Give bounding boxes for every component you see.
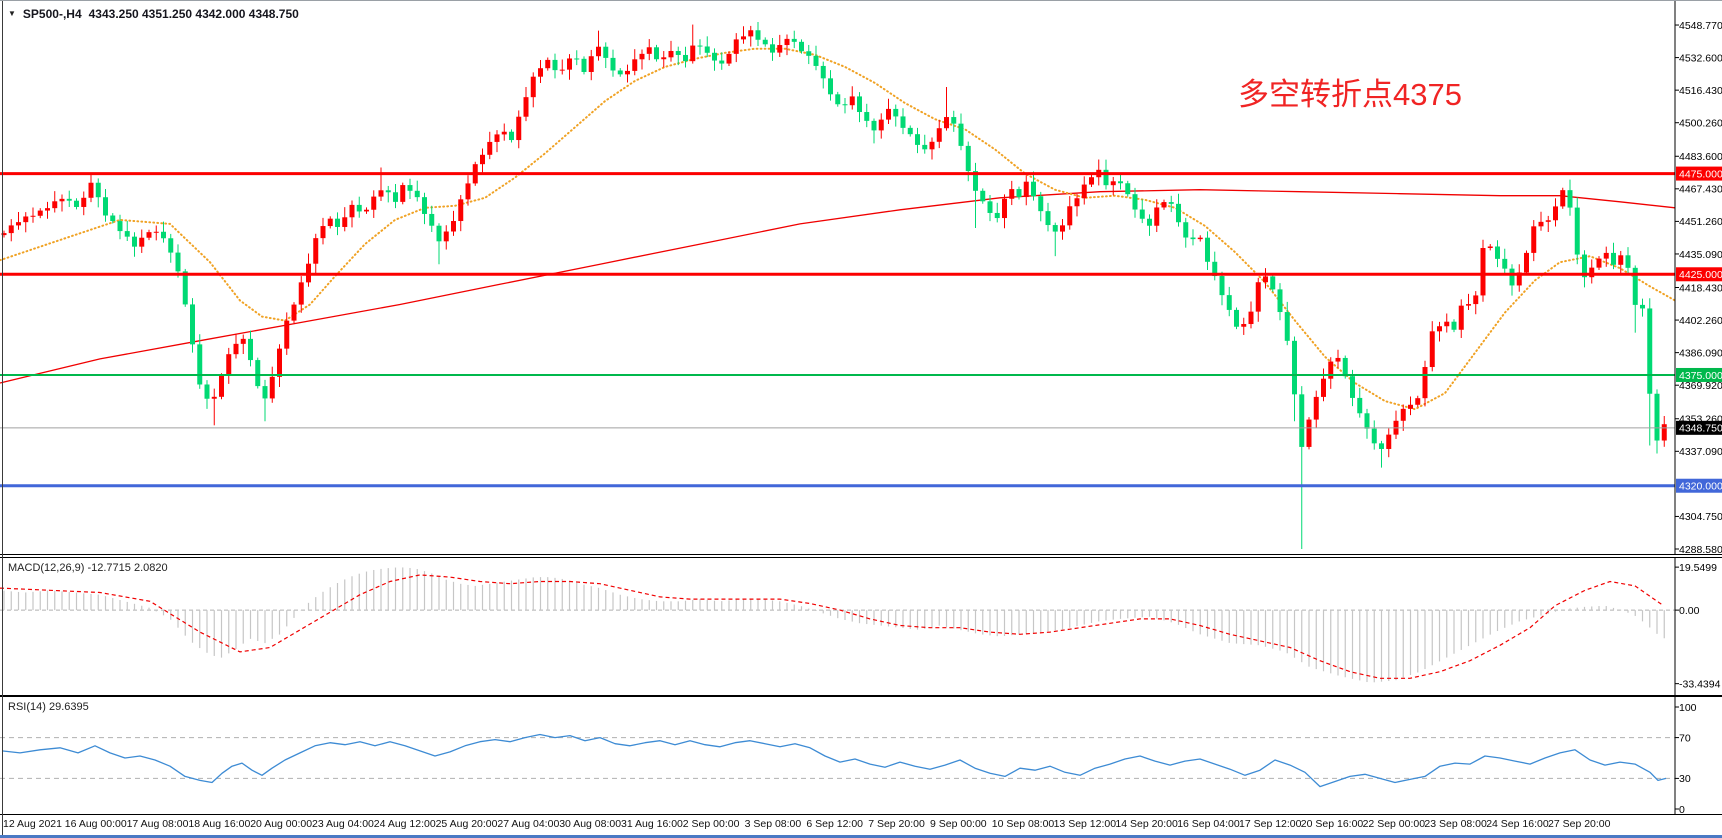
time-tick-label: 7 Sep 20:00 [868, 818, 925, 830]
horizontal-lines[interactable] [0, 172, 1675, 488]
price-tick-label: 4500.260 [1679, 118, 1722, 130]
time-tick-label: 14 Sep 20:00 [1115, 818, 1178, 830]
price-chart-panel: 4548.770 4532.600 4516.430 4500.260 4483.600… [0, 1, 1722, 555]
macd-canvas[interactable]: 19.5499 0.00 -33.4394 [0, 558, 1722, 695]
rsi-tick-label: 100 [1679, 702, 1697, 714]
time-tick-label: 20 Aug 00:00 [250, 818, 313, 830]
time-tick-label: 6 Sep 12:00 [806, 818, 864, 830]
window-bottom-edge [0, 835, 1722, 838]
price-line-box [1676, 367, 1722, 382]
time-tick-label: 18 Aug 16:00 [188, 818, 251, 830]
macd-tick-label: 19.5499 [1679, 562, 1717, 574]
price-tick-label: 4402.260 [1679, 315, 1722, 327]
price-tick-label: 4467.430 [1679, 184, 1722, 196]
price-tick-label: 4451.260 [1679, 216, 1722, 228]
price-tick-label: 4304.750 [1679, 511, 1722, 523]
time-tick-label: 23 Aug 04:00 [312, 818, 374, 830]
rsi-line [1, 733, 1667, 788]
price-line-box [1676, 267, 1722, 282]
time-tick-label: 22 Sep 00:00 [1362, 818, 1426, 830]
price-tick-label: 4288.580 [1679, 544, 1722, 554]
price-tick-label: 4483.600 [1679, 151, 1722, 163]
time-tick-label: 9 Sep 00:00 [930, 818, 987, 830]
price-tick-label: 4516.430 [1679, 85, 1722, 97]
ma-slow-line [0, 189, 1676, 384]
time-tick-label: 27 Aug 04:00 [497, 818, 560, 830]
macd-signal-line [0, 574, 1663, 679]
price-tick-label: 4337.090 [1679, 446, 1722, 458]
time-tick-label: 3 Sep 08:00 [744, 818, 802, 830]
price-tick-label: 4435.090 [1679, 249, 1722, 261]
rsi-tick-label: 70 [1679, 732, 1691, 744]
price-scale[interactable]: 4548.770 4532.600 4516.430 4500.260 4483.600… [1675, 20, 1722, 554]
time-tick-label: 31 Aug 16:00 [621, 818, 683, 830]
annotation-text[interactable]: 多空转折点4375 [1238, 77, 1462, 112]
time-tick-label: 30 Aug 08:00 [559, 818, 622, 830]
symbol-bar: ▼ SP500-,H4 4343.250 4351.250 4342.000 4… [8, 7, 299, 21]
price-line-box [1676, 478, 1722, 493]
price-line-box-label: 4475.000 [1679, 168, 1722, 180]
rsi-tick-label: 30 [1679, 773, 1691, 785]
macd-panel: 19.5499 0.00 -33.4394 MACD(12,26,9) -12.77… [0, 557, 1722, 696]
price-tick-label: 4418.430 [1679, 282, 1722, 294]
symbol-dropdown-icon[interactable]: ▼ [8, 9, 16, 18]
time-tick-label: 23 Sep 08:00 [1424, 818, 1487, 830]
time-axis[interactable]: 12 Aug 2021 16 Aug 00:00 17 Aug 08:00 18 Au… [0, 815, 1722, 835]
macd-tick-label: 0.00 [1679, 605, 1700, 617]
symbol-timeframe-label: SP500-,H4 [22, 7, 82, 21]
rsi-panel: 100 70 30 0 RSI(14) 29.6395 [0, 696, 1722, 815]
time-tick-label: 27 Sep 20:00 [1548, 818, 1611, 830]
macd-indicator-label: MACD(12,26,9) -12.7715 2.0820 [8, 562, 168, 574]
rsi-indicator-label: RSI(14) 29.6395 [8, 701, 89, 713]
candles [1, 22, 1667, 549]
price-tick-label: 4386.090 [1679, 347, 1722, 359]
price-tick-label: 4532.600 [1679, 52, 1722, 64]
time-tick-label: 2 Sep 00:00 [682, 818, 740, 830]
time-tick-label: 16 Sep 04:00 [1177, 818, 1240, 830]
time-tick-label: 12 Aug 2021 [3, 818, 62, 830]
macd-tick-label: -33.4394 [1679, 678, 1721, 690]
time-tick-label: 24 Aug 12:00 [373, 818, 436, 830]
window-left-border [2, 1, 3, 835]
moving-averages [0, 47, 1676, 411]
time-tick-label: 16 Aug 00:00 [64, 818, 127, 830]
time-tick-label: 17 Aug 08:00 [126, 818, 189, 830]
ohlc-values: 4343.250 4351.250 4342.000 4348.750 [88, 7, 299, 21]
rsi-canvas[interactable]: 100 70 30 0 [0, 697, 1722, 814]
time-tick-label: 20 Sep 16:00 [1300, 818, 1364, 830]
time-tick-label: 24 Sep 16:00 [1486, 818, 1549, 830]
time-tick-label: 25 Aug 20:00 [435, 818, 498, 830]
main-chart-canvas[interactable]: 4548.770 4532.600 4516.430 4500.260 4483.600… [0, 1, 1722, 554]
rsi-tick-label: 0 [1679, 804, 1685, 814]
price-line-box-label: 4375.000 [1679, 370, 1722, 382]
price-line-box [1676, 166, 1722, 181]
price-tick-label: 4548.770 [1679, 20, 1722, 32]
price-line-box [1676, 420, 1722, 435]
price-line-box-label: 4320.000 [1679, 481, 1722, 493]
ma-fast-line [0, 47, 1676, 411]
macd-histogram [3, 567, 1665, 683]
time-tick-label: 13 Sep 12:00 [1053, 818, 1117, 830]
time-tick-label: 17 Sep 12:00 [1239, 818, 1302, 830]
price-line-box-label: 4425.000 [1679, 269, 1722, 281]
time-tick-label: 10 Sep 08:00 [991, 818, 1055, 830]
price-line-box-label: 4348.750 [1679, 423, 1722, 435]
price-tick-label: 4369.920 [1679, 380, 1722, 392]
